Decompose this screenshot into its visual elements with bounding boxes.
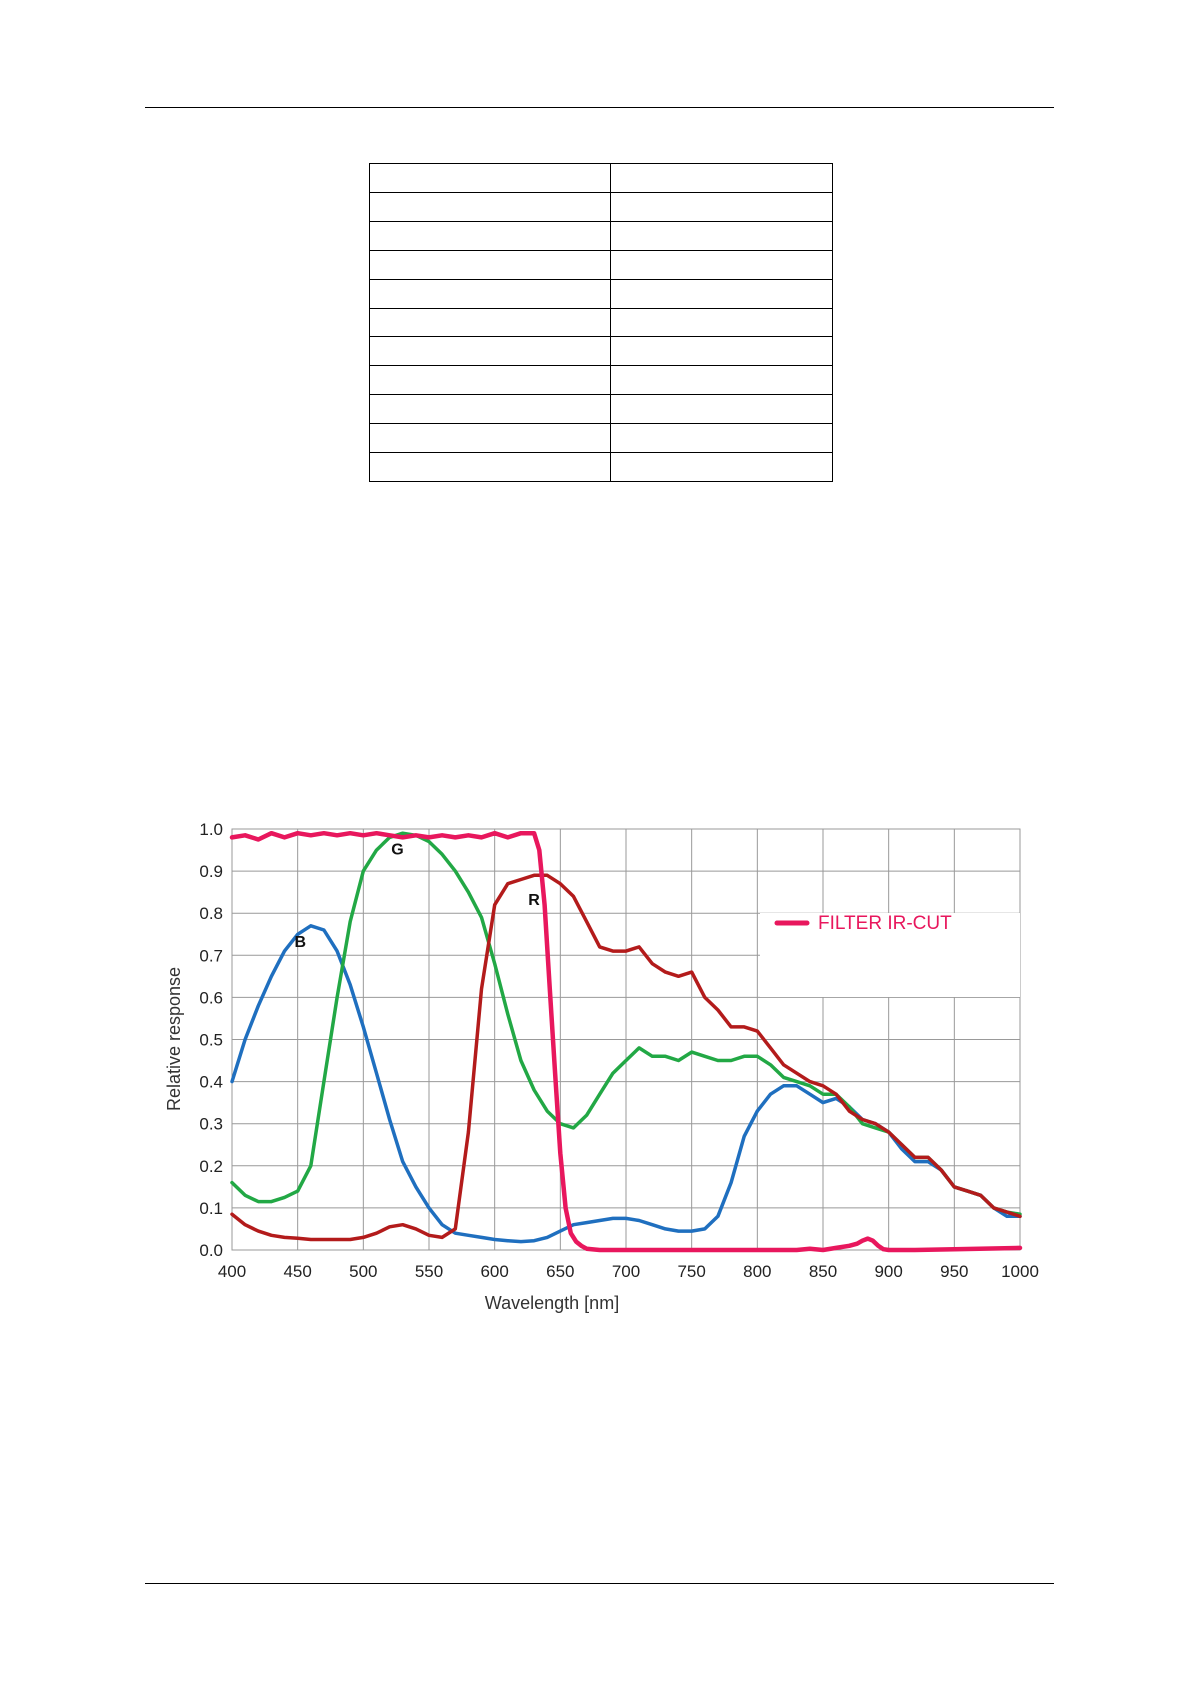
y-tick-label: 0.2	[199, 1157, 223, 1176]
series-lines	[229, 830, 1023, 1253]
table-cell	[369, 191, 611, 222]
table-cell	[610, 365, 833, 396]
x-tick-label: 600	[480, 1262, 508, 1281]
series-line	[230, 873, 1022, 1242]
table-row	[369, 249, 833, 280]
table-cell	[369, 423, 611, 454]
x-tick-label: 800	[743, 1262, 771, 1281]
y-tick-label: 0.3	[199, 1115, 223, 1134]
x-tick-label: 550	[415, 1262, 443, 1281]
table-cell	[369, 249, 611, 280]
footer-rule	[145, 1583, 1054, 1584]
y-tick-label: 0.9	[199, 862, 223, 881]
spectral-response-chart: 0.0 0.1 0.2 0.3 0.4 0.5 0.6 0.7 0.8 0.9 1.0 400 450…	[164, 820, 1039, 1313]
x-tick-label: 700	[612, 1262, 640, 1281]
table-row	[369, 336, 833, 367]
series-line	[229, 830, 1023, 1253]
table-cell	[610, 307, 833, 338]
x-tick-label: 400	[218, 1262, 246, 1281]
x-tick-label: 850	[809, 1262, 837, 1281]
table-row	[369, 278, 833, 309]
table-cell	[369, 220, 611, 251]
table-cell	[610, 249, 833, 280]
series-labels: B G R	[295, 841, 541, 951]
table-row	[369, 365, 833, 396]
table-cell	[610, 163, 833, 193]
x-tick-label: 950	[940, 1262, 968, 1281]
x-tick-label: 500	[349, 1262, 377, 1281]
table-row	[369, 220, 833, 251]
legend-label: FILTER IR-CUT	[818, 913, 952, 934]
y-tick-label: 0.5	[199, 1031, 223, 1050]
legend-box	[760, 913, 1020, 997]
y-axis-title: Relative response	[164, 967, 184, 1111]
series-label: G	[391, 841, 403, 858]
table-cell	[610, 394, 833, 425]
series-label: B	[295, 934, 307, 951]
header-rule	[145, 107, 1054, 108]
legend: FILTER IR-CUT	[760, 913, 1020, 997]
table-cell	[369, 336, 611, 367]
table-row	[369, 307, 833, 338]
table-cell	[610, 452, 833, 482]
y-tick-label: 0.4	[199, 1073, 223, 1092]
table-cell	[369, 307, 611, 338]
y-tick-label: 0.7	[199, 946, 223, 965]
table-row	[369, 423, 833, 454]
table-row	[369, 394, 833, 425]
y-tick-labels: 0.0 0.1 0.2 0.3 0.4 0.5 0.6 0.7 0.8 0.9 1.0	[199, 820, 223, 1260]
x-tick-label: 900	[874, 1262, 902, 1281]
x-tick-label: 750	[677, 1262, 705, 1281]
x-tick-label: 650	[546, 1262, 574, 1281]
table-row	[369, 452, 833, 482]
table-cell	[369, 278, 611, 309]
table-cell	[369, 452, 611, 482]
table-cell	[610, 278, 833, 309]
table-cell	[610, 336, 833, 367]
table-cell	[369, 163, 611, 193]
table-cell	[610, 423, 833, 454]
table-cell	[369, 365, 611, 396]
x-tick-labels: 400 450 500 550 600 650 700 750 800 850 900 950 1000	[218, 1262, 1039, 1281]
y-tick-label: 0.8	[199, 904, 223, 923]
table-row	[369, 163, 833, 193]
y-tick-label: 0.6	[199, 988, 223, 1007]
table-cell	[369, 394, 611, 425]
y-tick-label: 0.0	[199, 1241, 223, 1260]
table-cell	[610, 220, 833, 251]
y-tick-label: 1.0	[199, 820, 223, 839]
table-row	[369, 191, 833, 222]
x-axis-title: Wavelength [nm]	[485, 1293, 619, 1313]
table-cell	[610, 191, 833, 222]
y-tick-label: 0.1	[199, 1199, 223, 1218]
x-tick-label: 450	[283, 1262, 311, 1281]
x-tick-label: 1000	[1001, 1262, 1039, 1281]
grid	[231, 828, 1021, 1251]
spec-table	[369, 163, 833, 482]
series-label: R	[528, 892, 540, 909]
